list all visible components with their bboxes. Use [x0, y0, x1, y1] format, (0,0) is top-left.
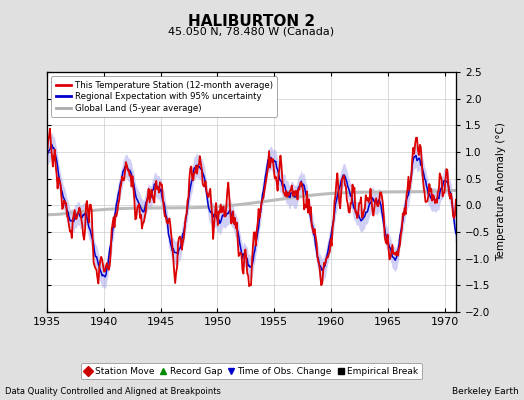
Text: 45.050 N, 78.480 W (Canada): 45.050 N, 78.480 W (Canada) — [168, 26, 335, 36]
Legend: Station Move, Record Gap, Time of Obs. Change, Empirical Break: Station Move, Record Gap, Time of Obs. C… — [81, 363, 422, 380]
Y-axis label: Temperature Anomaly (°C): Temperature Anomaly (°C) — [496, 122, 506, 262]
Text: Berkeley Earth: Berkeley Earth — [452, 387, 519, 396]
Text: Data Quality Controlled and Aligned at Breakpoints: Data Quality Controlled and Aligned at B… — [5, 387, 221, 396]
Text: HALIBURTON 2: HALIBURTON 2 — [188, 14, 315, 29]
